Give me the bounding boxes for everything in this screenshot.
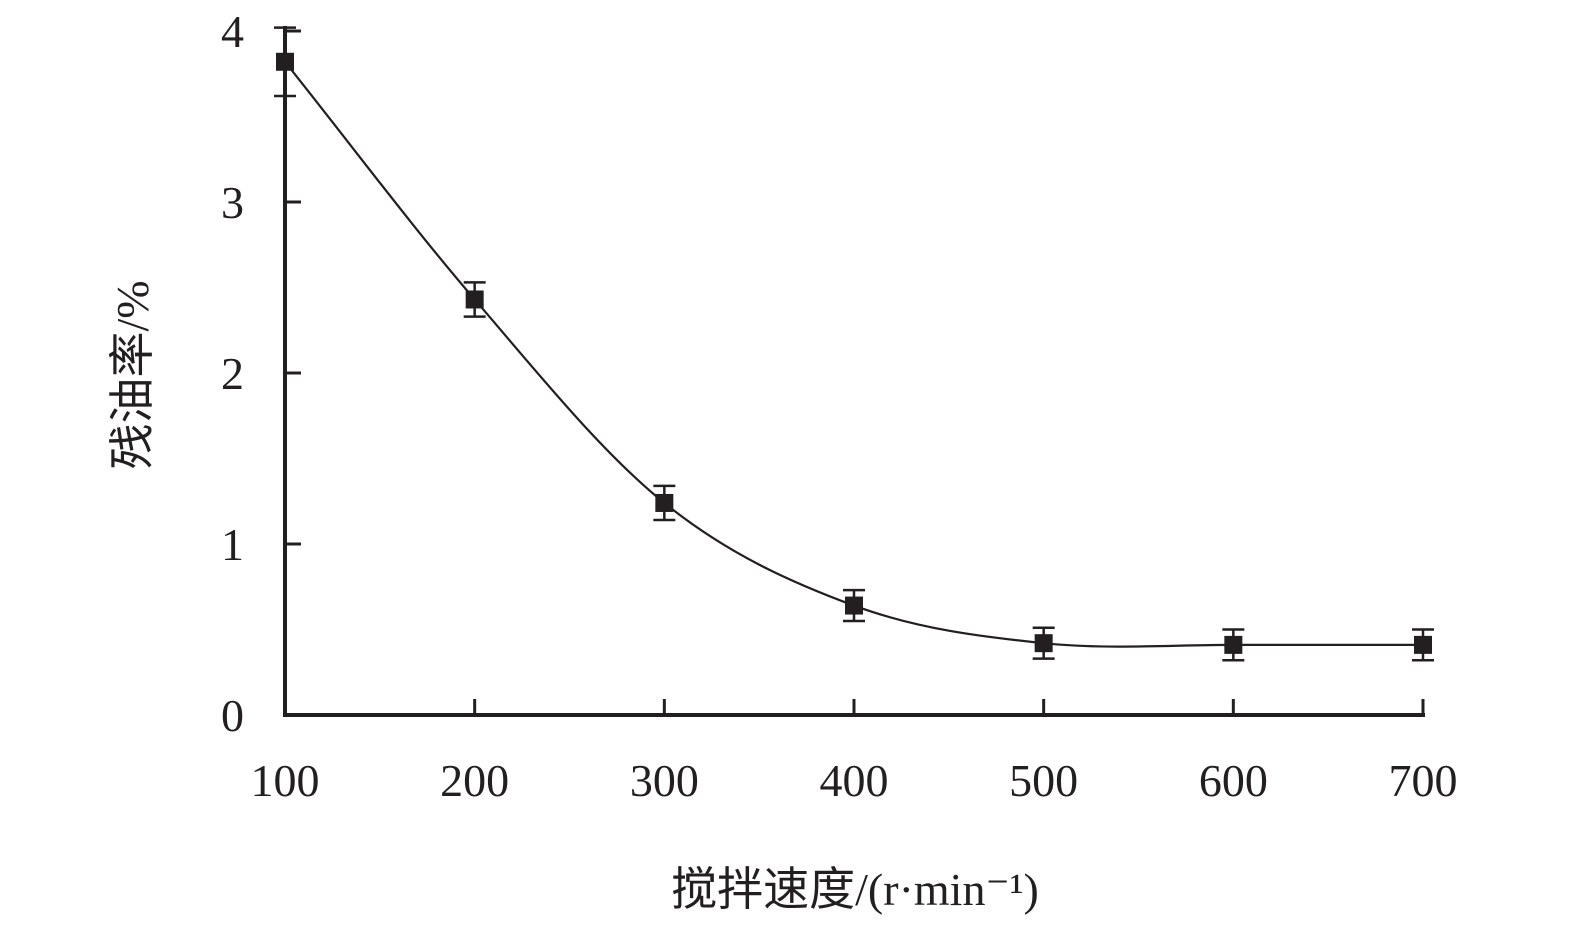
x-tick-label: 100 <box>251 755 320 806</box>
x-tick-label: 400 <box>820 755 889 806</box>
fit-curve-layer <box>284 61 1423 648</box>
y-tick-label: 2 <box>221 348 244 399</box>
data-point <box>465 290 484 309</box>
data-point <box>655 493 674 512</box>
y-axis-title: 残油率/% <box>107 280 158 469</box>
data-point <box>276 52 294 71</box>
fit-curve <box>284 61 1423 648</box>
y-tick-label: 3 <box>221 177 244 228</box>
data-points-layer <box>274 26 1434 662</box>
x-tick-label: 500 <box>1009 755 1078 806</box>
data-point <box>1414 635 1432 654</box>
y-tick-label: 4 <box>221 6 244 57</box>
x-tick-label: 200 <box>440 755 509 806</box>
x-tick-label: 700 <box>1389 755 1458 806</box>
x-tick-label: 600 <box>1199 755 1268 806</box>
y-tick-label: 0 <box>221 690 244 741</box>
x-axis-title: 搅拌速度/(r·min⁻¹) <box>671 864 1039 915</box>
data-point <box>1224 635 1243 654</box>
data-point <box>845 596 863 615</box>
data-point <box>1034 634 1053 653</box>
y-tick-label: 1 <box>221 519 244 570</box>
ticks: 0 1 2 3 4 100 200 300 400 500 600 700 <box>221 6 1458 806</box>
x-tick-label: 300 <box>630 755 699 806</box>
